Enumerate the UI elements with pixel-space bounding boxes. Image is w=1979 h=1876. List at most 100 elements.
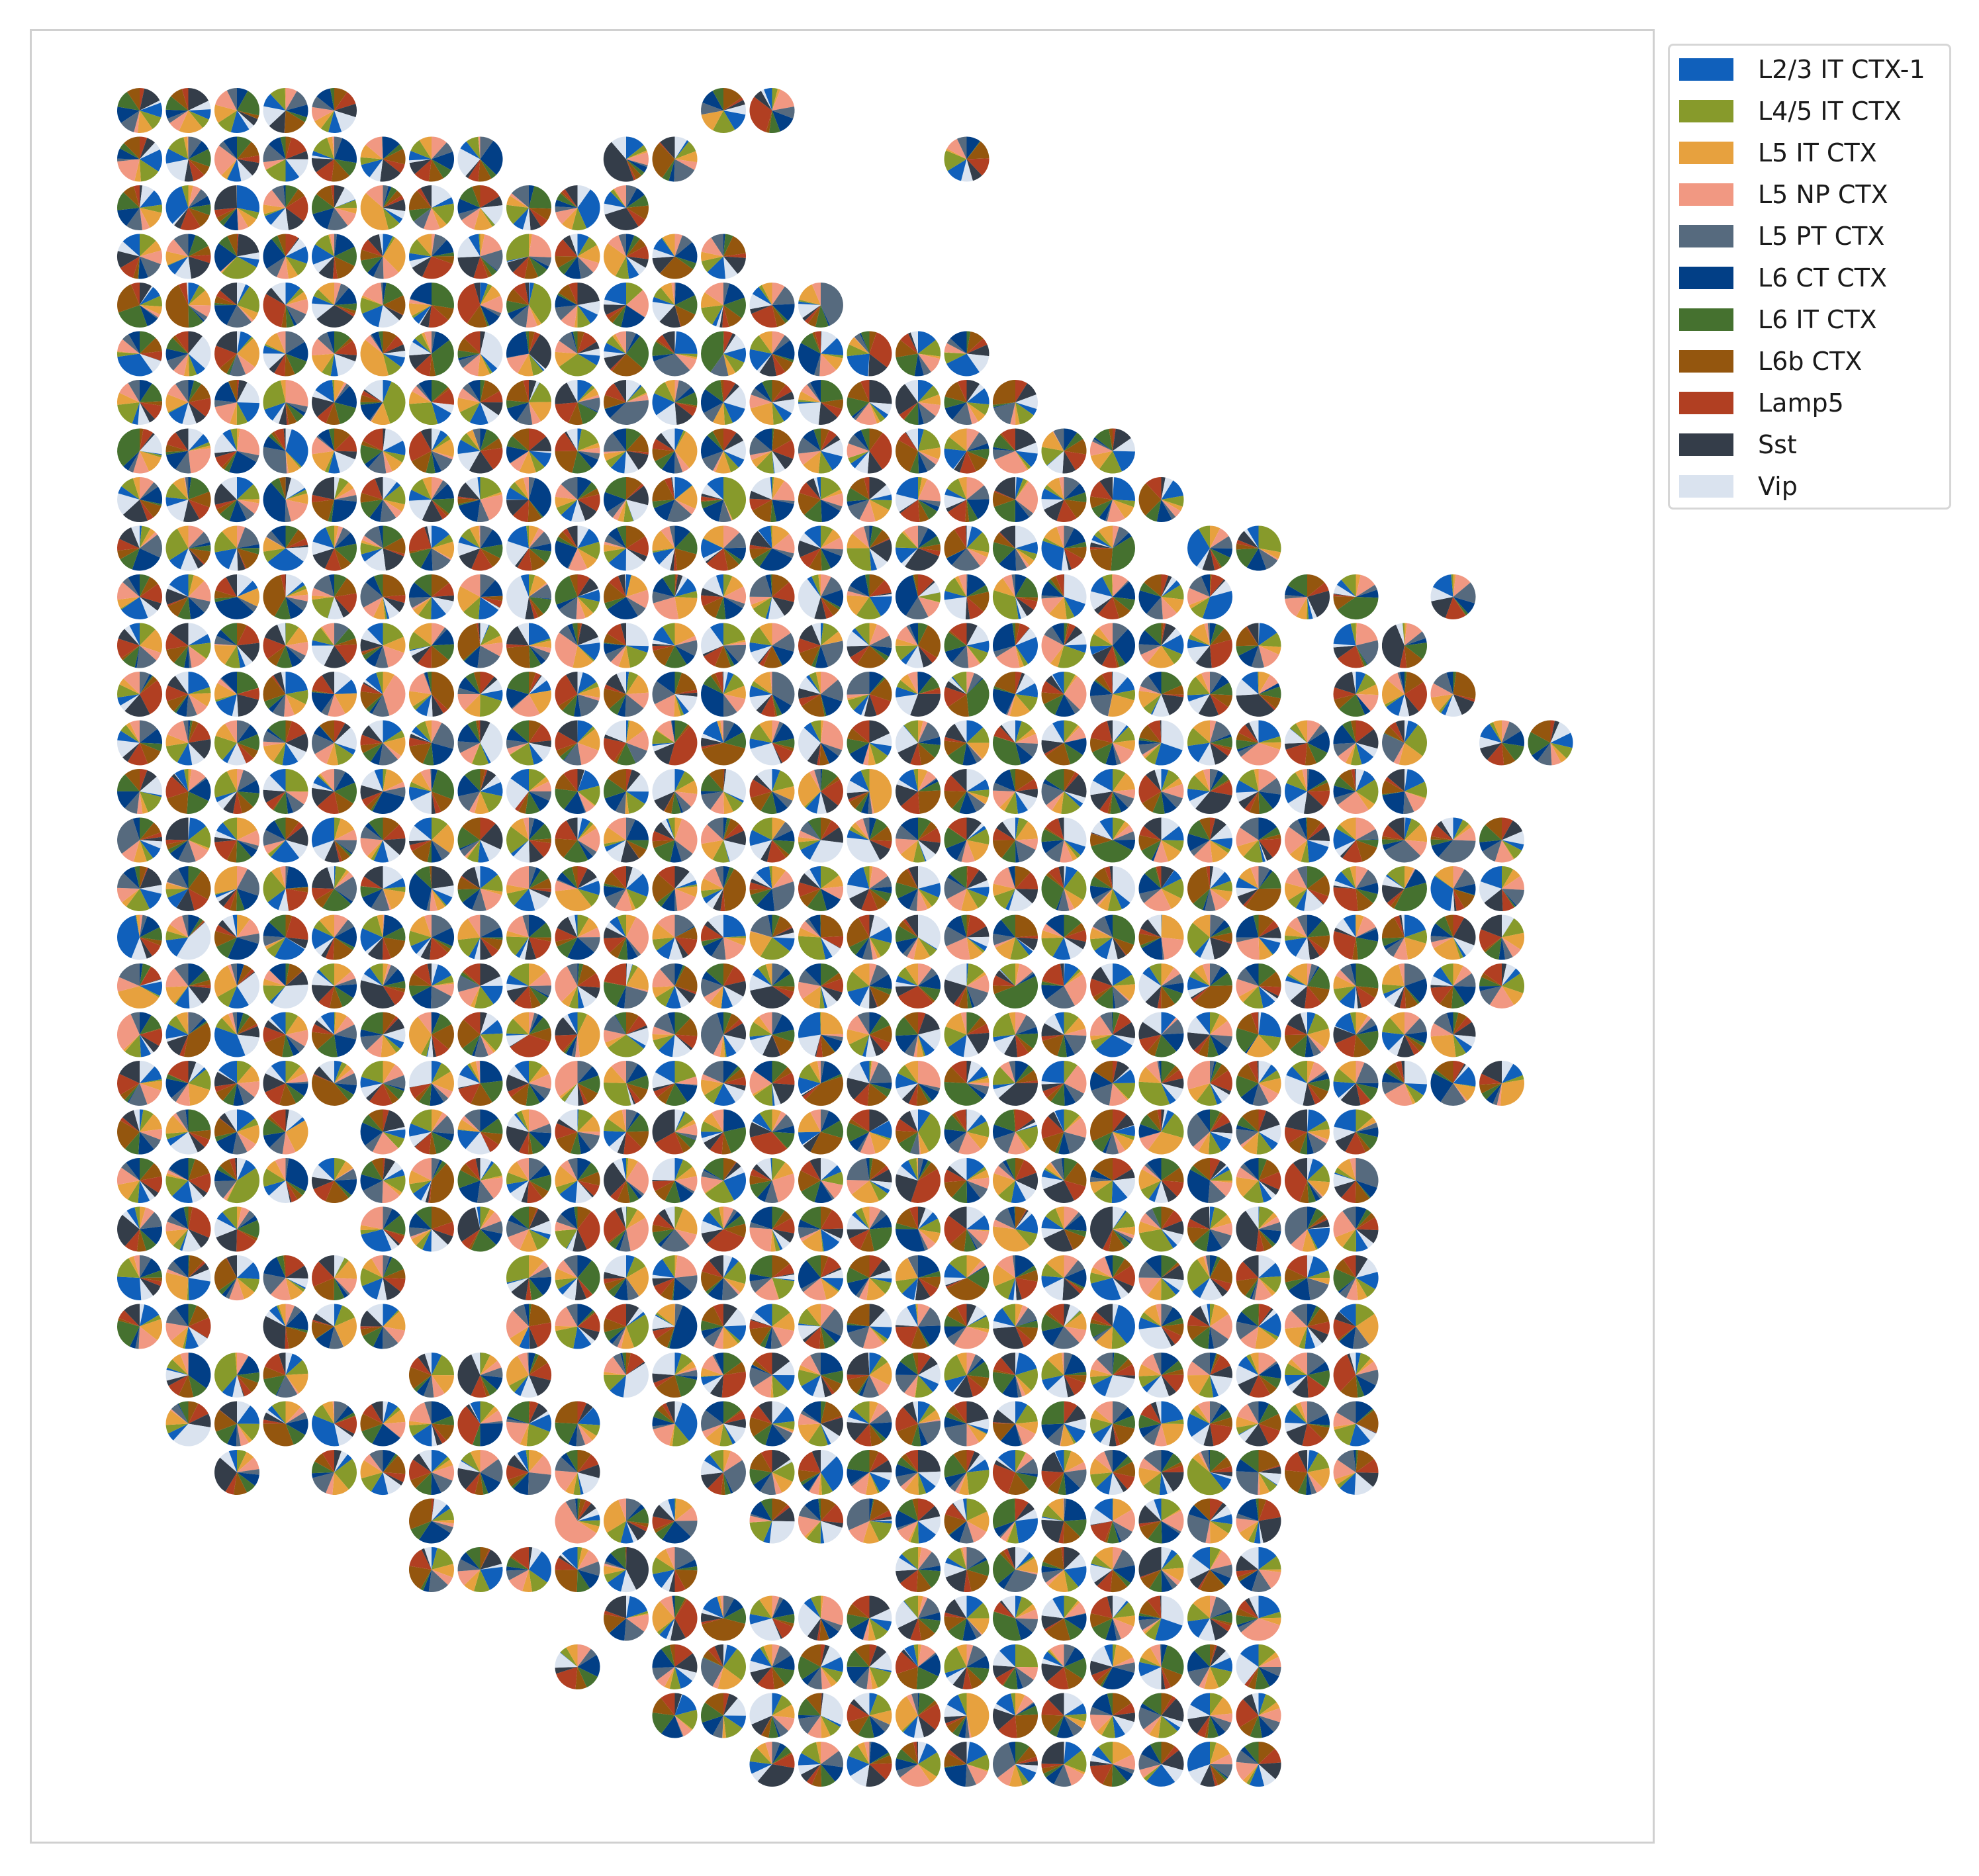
pie-slice: [410, 548, 432, 568]
pie-slice: [529, 645, 551, 653]
pie-slice: [966, 451, 988, 472]
pie-slice: [626, 185, 637, 208]
pie-slice: [432, 305, 454, 320]
pie-slice: [723, 623, 745, 646]
spot-pie: [408, 817, 455, 863]
pie-slice: [1161, 496, 1184, 507]
pie-slice: [566, 672, 578, 694]
pie-slice: [140, 645, 161, 661]
pie-slice: [360, 543, 383, 555]
pie-slice: [268, 433, 286, 451]
pie-slice: [422, 477, 432, 500]
spot-pie: [993, 428, 1038, 474]
pie-slice: [577, 245, 600, 263]
spot-pie: [360, 185, 406, 230]
pie-slice: [167, 256, 189, 266]
pie-slice: [749, 545, 772, 549]
spot-pie: [604, 672, 649, 717]
pie-slice: [285, 256, 299, 279]
pie-slice: [624, 451, 639, 474]
pie-slice: [237, 208, 257, 228]
spot-pie: [1430, 915, 1476, 960]
pie-slice: [469, 402, 488, 425]
pie-slice: [214, 531, 237, 553]
pie-slice: [772, 525, 790, 549]
pie-slice: [1150, 694, 1162, 715]
pie-slice: [994, 451, 1027, 474]
pie-slice: [237, 625, 259, 646]
pie-slice: [1046, 477, 1064, 500]
pie-slice: [408, 431, 432, 462]
spot-pie: [895, 963, 941, 1008]
pie-slice: [821, 548, 831, 571]
pie-slice: [555, 208, 578, 224]
pie-slice: [529, 451, 545, 472]
pie-slice: [1333, 594, 1356, 597]
pie-slice: [1113, 574, 1128, 597]
pie-slice: [312, 303, 334, 320]
pie-slice: [944, 352, 967, 364]
pie-slice: [703, 548, 723, 562]
pie-slice: [311, 692, 334, 713]
spot-pie: [116, 963, 162, 1009]
pie-slice: [263, 548, 286, 562]
pie-slice: [577, 694, 600, 701]
spot-pie: [214, 428, 260, 474]
pie-slice: [556, 500, 578, 515]
pie-slice: [224, 645, 240, 668]
pie-slice: [749, 349, 772, 371]
pie-slice: [507, 672, 529, 694]
spot-pie: [1236, 671, 1281, 717]
pie-slice: [1064, 676, 1087, 710]
pie-slice: [480, 391, 503, 403]
pie-slice: [723, 694, 737, 717]
pie-slice: [285, 288, 304, 305]
pie-slice: [432, 548, 451, 560]
pie-slice: [753, 548, 772, 567]
pie-slice: [180, 548, 199, 571]
pie-slice: [334, 208, 356, 226]
pie-slice: [237, 252, 259, 260]
pie-slice: [140, 250, 162, 265]
pie-slice: [167, 721, 189, 743]
spot-pie: [311, 963, 357, 1009]
pie-slice: [751, 681, 772, 694]
pie-slice: [701, 496, 723, 501]
pie-slice: [320, 626, 334, 646]
pie-slice: [181, 87, 189, 111]
pie-slice: [237, 136, 252, 159]
pie-slice: [480, 305, 502, 317]
pie-slice: [1064, 548, 1084, 570]
pie-slice: [1433, 672, 1453, 694]
pie-slice: [128, 451, 140, 472]
spot-pie: [165, 428, 211, 474]
pie-slice: [360, 445, 383, 465]
pie-slice: [1387, 672, 1404, 694]
spot-pie: [944, 866, 990, 912]
pie-slice: [966, 548, 988, 566]
pie-slice: [719, 305, 723, 328]
pie-slice: [140, 672, 150, 694]
pie-slice: [1210, 548, 1222, 568]
pie-slice: [383, 674, 406, 716]
pie-slice: [821, 451, 843, 470]
pie-slice: [604, 353, 626, 370]
pie-slice: [479, 234, 481, 257]
pie-slice: [772, 353, 786, 376]
pie-slice: [821, 493, 844, 507]
pie-slice: [821, 548, 843, 557]
pie-slice: [1207, 623, 1210, 646]
pie-slice: [674, 331, 698, 354]
pie-slice: [815, 645, 829, 668]
spot-pie: [798, 477, 844, 523]
pie-slice: [140, 742, 161, 764]
pie-slice: [674, 694, 689, 715]
pie-slice: [360, 144, 383, 159]
pie-slice: [506, 645, 530, 668]
pie-slice: [383, 295, 406, 315]
pie-slice: [723, 500, 733, 521]
spot-pie: [555, 623, 600, 668]
pie-slice: [311, 158, 334, 173]
spot-pie: [847, 428, 892, 474]
pie-slice: [577, 300, 600, 315]
